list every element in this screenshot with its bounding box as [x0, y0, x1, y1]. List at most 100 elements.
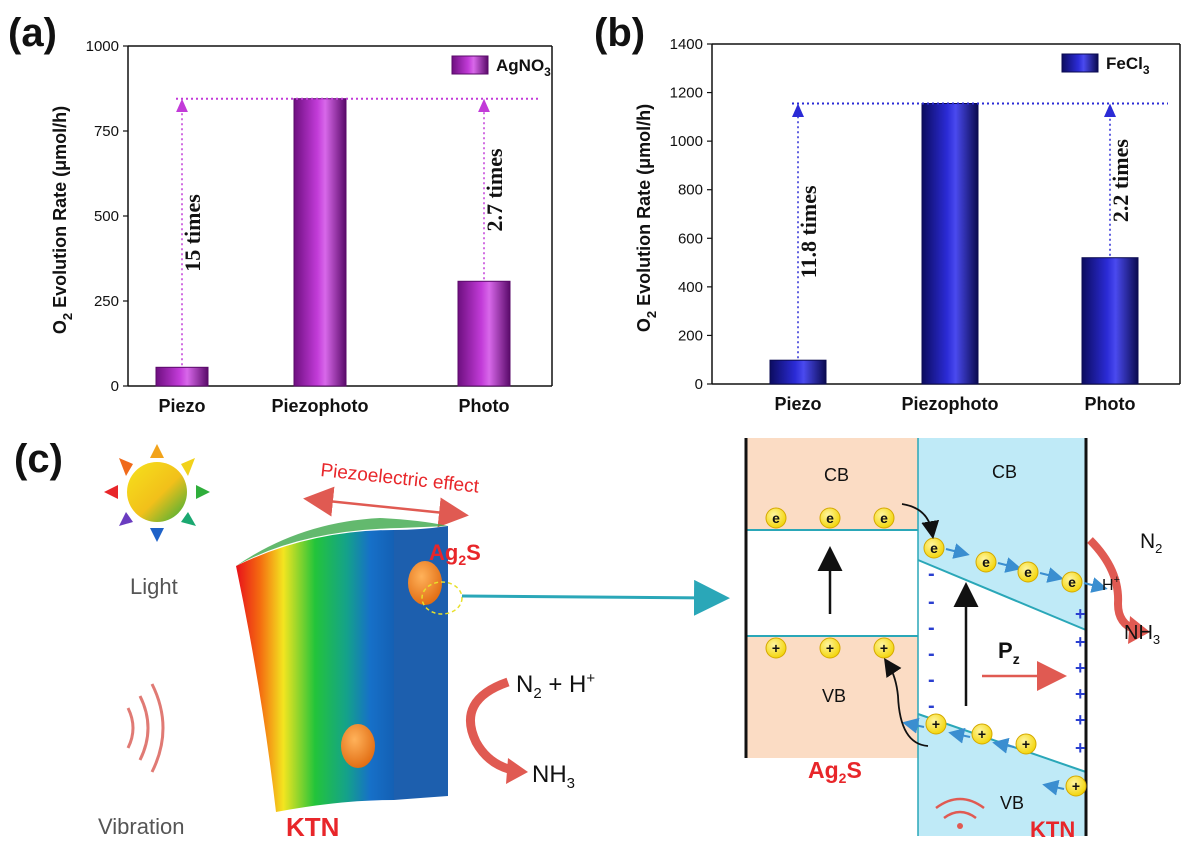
category-label: Piezophoto	[272, 396, 369, 416]
electron: e	[819, 507, 841, 529]
polarization-charges: ------++++++	[928, 563, 1086, 758]
svg-text:+: +	[978, 726, 986, 742]
y-tick-label: 250	[94, 293, 119, 310]
electron-transfer-arrow	[901, 503, 940, 540]
category-label: Piezo	[774, 394, 821, 414]
electron: e	[975, 551, 997, 573]
hole: +	[873, 637, 895, 659]
y-tick-label: 600	[678, 230, 703, 247]
fold-annotation: 11.8 times	[796, 185, 821, 278]
n2-h-label: N2 + H+	[516, 670, 595, 702]
electron: e	[1061, 571, 1083, 593]
y-axis-title: O2 Evolution Rate (μmol/h)	[634, 104, 659, 332]
zoom-arrow	[461, 579, 730, 616]
svg-text:e: e	[880, 510, 888, 526]
svg-text:e: e	[772, 510, 780, 526]
y-tick-label: 750	[94, 123, 119, 140]
vibration-small-icon	[935, 797, 985, 829]
svg-text:+: +	[772, 640, 780, 656]
right-h-label: H+	[1102, 574, 1120, 594]
electron-drift-arrow	[997, 557, 1022, 573]
negative-charge: -	[928, 643, 935, 665]
electron: e	[873, 507, 895, 529]
y-tick-label: 400	[678, 279, 703, 296]
ag2s-gap	[746, 530, 918, 636]
panel-label-c: (c)	[14, 437, 63, 481]
charge-carriers: e e e + + + e e e e + + + +	[765, 507, 1108, 797]
y-tick-label: 1200	[670, 85, 703, 102]
zoom-circle	[421, 581, 463, 615]
chart-b: (b) 0 200 400 600 800 1000 1200 1400 O2 Evolution…	[594, 11, 1181, 414]
y-tick-label: 1000	[86, 38, 119, 55]
chart-a: (a) 0 250 500 750 1000 O2 Evolution Rate (μmol…	[8, 11, 553, 416]
electron-drift-arrow	[1039, 567, 1064, 583]
vb-label-ktn: VB	[1000, 793, 1024, 813]
hole: +	[971, 723, 993, 745]
bar-photo	[1081, 257, 1139, 385]
ag2s-particle	[408, 561, 442, 605]
reaction-arrow-right	[1087, 537, 1138, 634]
diagram-c: (c) Light Vibration Piezoelectric effect	[14, 437, 1162, 842]
negative-charge: -	[928, 695, 935, 717]
cb-label-ag2s: CB	[824, 465, 849, 485]
ag2s-particle-lower	[341, 724, 375, 768]
bar-piezophoto	[921, 103, 979, 385]
negative-charge: -	[928, 669, 935, 691]
svg-text:+: +	[826, 640, 834, 656]
positive-charge: +	[1075, 684, 1086, 704]
svg-text:e: e	[930, 540, 938, 556]
hole: +	[765, 637, 787, 659]
hole: +	[1065, 775, 1087, 797]
sun-icon	[104, 444, 210, 542]
ag2s-label-crystal: Ag2S	[429, 540, 481, 568]
hole-drift-arrow	[1042, 779, 1065, 796]
band-diagram	[744, 438, 1088, 836]
svg-text:+: +	[932, 716, 940, 732]
hole: +	[925, 713, 947, 735]
ktn-label-band: KTN	[1030, 817, 1075, 842]
y-tick-label: 0	[111, 378, 119, 395]
y-tick-label: 800	[678, 182, 703, 199]
y-tick-label: 1000	[670, 133, 703, 150]
vibration-icon	[126, 683, 165, 773]
fold-annotation: 2.7 times	[482, 148, 507, 232]
bar-piezo	[155, 366, 209, 387]
svg-text:e: e	[1024, 564, 1032, 580]
y-tick-label: 200	[678, 327, 703, 344]
fold-annotation: 15 times	[180, 194, 205, 272]
positive-charge: +	[1075, 710, 1086, 730]
reaction-arrowhead-left	[506, 758, 528, 784]
hole: +	[819, 637, 841, 659]
legend-swatch	[451, 55, 489, 75]
reaction-arrow-left	[465, 677, 514, 775]
y-tick-label: 1400	[670, 36, 703, 53]
bar-piezophoto	[293, 98, 347, 387]
fold-annotation: 2.2 times	[1108, 139, 1133, 223]
panel-label: (a)	[8, 11, 57, 55]
electron-drift-arrow	[1083, 577, 1108, 593]
category-label: Photo	[1085, 394, 1136, 414]
vibration-label: Vibration	[98, 814, 184, 839]
electron-drift-arrow	[945, 543, 970, 559]
piezo-effect-label: Piezoelectric effect	[319, 460, 480, 498]
negative-charge: -	[928, 563, 935, 585]
hole-drift-arrow	[992, 737, 1015, 754]
y-tick-label: 500	[94, 208, 119, 225]
electron: e	[1017, 561, 1039, 583]
ag2s-label-band: Ag2S	[808, 757, 862, 786]
vb-label-ag2s: VB	[822, 686, 846, 706]
right-nh3-label: NH3	[1124, 622, 1160, 647]
pz-label: Pz	[998, 638, 1020, 667]
positive-charge: +	[1075, 632, 1086, 652]
negative-charge: -	[928, 617, 935, 639]
svg-text:+: +	[1022, 736, 1030, 752]
positive-charge: +	[1075, 604, 1086, 624]
hole: +	[1015, 733, 1037, 755]
right-n2-label: N2	[1140, 530, 1162, 556]
hole-drift-arrow	[948, 727, 971, 744]
category-label: Piezophoto	[902, 394, 999, 414]
reaction-arrowhead-right	[1128, 616, 1150, 644]
electron: e	[765, 507, 787, 529]
svg-text:e: e	[826, 510, 834, 526]
